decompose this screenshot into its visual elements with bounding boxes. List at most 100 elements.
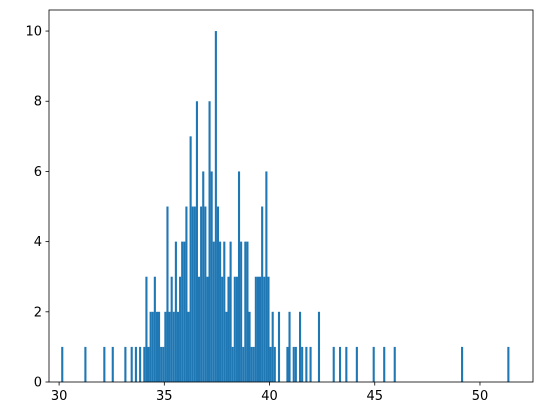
bar — [155, 311, 159, 382]
bar — [216, 206, 220, 382]
bar — [139, 346, 142, 382]
bar — [229, 241, 232, 382]
y-tick-label: 10 — [25, 25, 42, 40]
bar — [124, 346, 127, 382]
bar — [233, 276, 236, 382]
bar — [271, 311, 274, 382]
bar — [185, 206, 188, 382]
bar — [84, 346, 87, 382]
bar — [332, 346, 335, 382]
bar — [507, 346, 510, 382]
bar — [267, 276, 270, 382]
bar — [206, 276, 209, 382]
bar — [305, 346, 308, 382]
bar — [151, 311, 154, 382]
bar — [338, 346, 342, 382]
bar — [237, 171, 241, 382]
y-tick-label: 8 — [34, 95, 42, 110]
x-tick-label: 30 — [51, 389, 68, 404]
y-tick-label: 4 — [34, 235, 42, 250]
bar — [393, 346, 396, 382]
bar — [372, 346, 375, 382]
bar — [145, 276, 148, 382]
bar — [223, 241, 226, 382]
x-tick-label: 40 — [261, 389, 278, 404]
bar — [189, 136, 192, 382]
bar — [309, 346, 312, 382]
bar — [181, 241, 184, 382]
bar — [179, 276, 182, 382]
bar — [273, 346, 276, 382]
bar — [231, 346, 234, 382]
bar — [210, 171, 213, 382]
axes-frame — [48, 9, 534, 383]
bar — [345, 346, 348, 382]
bar — [200, 206, 203, 382]
bar — [259, 276, 262, 382]
bar — [134, 346, 137, 382]
bar — [286, 346, 289, 382]
bar — [288, 311, 291, 382]
bar — [256, 276, 260, 382]
bar — [183, 241, 186, 382]
bar — [172, 311, 175, 382]
bar — [164, 311, 167, 382]
bar — [197, 276, 201, 382]
bar — [252, 346, 255, 382]
bar — [170, 276, 173, 382]
bar — [61, 346, 64, 382]
bar — [208, 101, 211, 382]
bar — [265, 171, 268, 382]
bar — [269, 346, 272, 382]
bar — [153, 276, 156, 382]
bar — [383, 346, 386, 382]
bar — [261, 206, 264, 382]
y-tick-label: 0 — [34, 376, 42, 391]
bar — [248, 311, 251, 382]
x-tick-label: 45 — [366, 389, 383, 404]
bar — [193, 206, 196, 382]
bar — [160, 346, 163, 382]
bar — [187, 311, 190, 382]
bar — [219, 241, 222, 382]
bar — [176, 311, 180, 382]
bar — [162, 346, 165, 382]
bar — [214, 31, 217, 382]
bar — [242, 346, 245, 382]
bar — [317, 311, 321, 382]
bar — [263, 276, 266, 382]
bar — [111, 346, 114, 382]
x-tick-label: 35 — [156, 389, 173, 404]
bar — [221, 276, 224, 382]
bar — [149, 311, 152, 382]
y-tick-label: 2 — [34, 305, 42, 320]
bar — [244, 241, 247, 382]
bar — [355, 346, 358, 382]
bar — [225, 311, 228, 382]
y-tick-label: 6 — [34, 165, 42, 180]
bar — [294, 346, 297, 382]
bar — [250, 346, 253, 382]
bar — [103, 346, 106, 382]
bar — [235, 276, 238, 382]
bar — [212, 241, 215, 382]
x-tick-label: 50 — [472, 389, 489, 404]
bar — [143, 346, 146, 382]
bar — [130, 346, 133, 382]
bar — [301, 346, 304, 382]
bar — [202, 171, 205, 382]
bar — [204, 206, 207, 382]
bar — [191, 206, 194, 382]
bar — [174, 241, 177, 382]
bar — [277, 311, 281, 382]
bar — [158, 311, 161, 382]
bar — [246, 241, 249, 382]
bar — [461, 346, 464, 382]
bar — [254, 276, 257, 382]
bar — [195, 101, 198, 382]
bar — [227, 276, 230, 382]
bar — [166, 206, 169, 382]
bar — [292, 346, 295, 382]
bar — [298, 311, 302, 382]
